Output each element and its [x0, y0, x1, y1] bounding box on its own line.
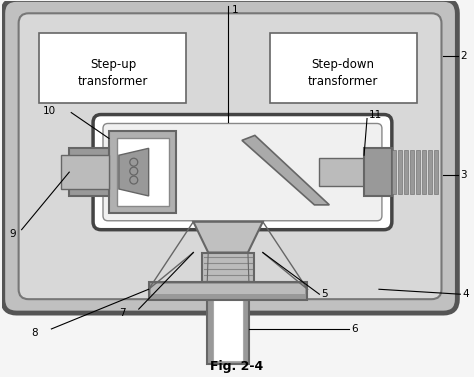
Bar [109, 132, 176, 213]
Bar [392, 150, 396, 194]
Polygon shape [119, 148, 149, 196]
FancyBboxPatch shape [3, 0, 457, 313]
Bar [207, 282, 249, 364]
Text: 11: 11 [369, 110, 382, 120]
Text: Step-up
transformer: Step-up transformer [78, 58, 148, 88]
Text: 5: 5 [321, 289, 328, 299]
Bar [61, 155, 109, 189]
Bar [364, 148, 392, 196]
Bar [69, 148, 109, 196]
Bar [416, 150, 419, 194]
Text: Step-down
transformer: Step-down transformer [308, 58, 378, 88]
Bar [428, 150, 431, 194]
Bar [404, 150, 408, 194]
Text: 6: 6 [351, 324, 358, 334]
Polygon shape [193, 222, 263, 253]
Bar [434, 150, 438, 194]
FancyBboxPatch shape [103, 124, 382, 221]
Bar [202, 253, 254, 282]
FancyBboxPatch shape [93, 115, 392, 230]
Text: 9: 9 [9, 229, 16, 239]
Bar [398, 150, 402, 194]
Bar [117, 138, 169, 206]
Polygon shape [242, 135, 329, 205]
Text: 4: 4 [462, 289, 469, 299]
Text: 7: 7 [119, 308, 126, 318]
Text: 10: 10 [43, 106, 56, 116]
FancyBboxPatch shape [18, 13, 441, 299]
Text: 8: 8 [32, 328, 38, 338]
Text: 3: 3 [460, 170, 467, 180]
Text: 2: 2 [460, 51, 467, 61]
Text: 1: 1 [232, 5, 239, 15]
Bar [39, 33, 186, 103]
Text: Fig. 2-4: Fig. 2-4 [210, 360, 264, 372]
Bar [319, 158, 364, 186]
Bar [410, 150, 414, 194]
Bar [149, 282, 308, 300]
Bar [270, 33, 417, 103]
Bar [422, 150, 426, 194]
Bar [151, 284, 305, 294]
Bar [213, 286, 243, 361]
